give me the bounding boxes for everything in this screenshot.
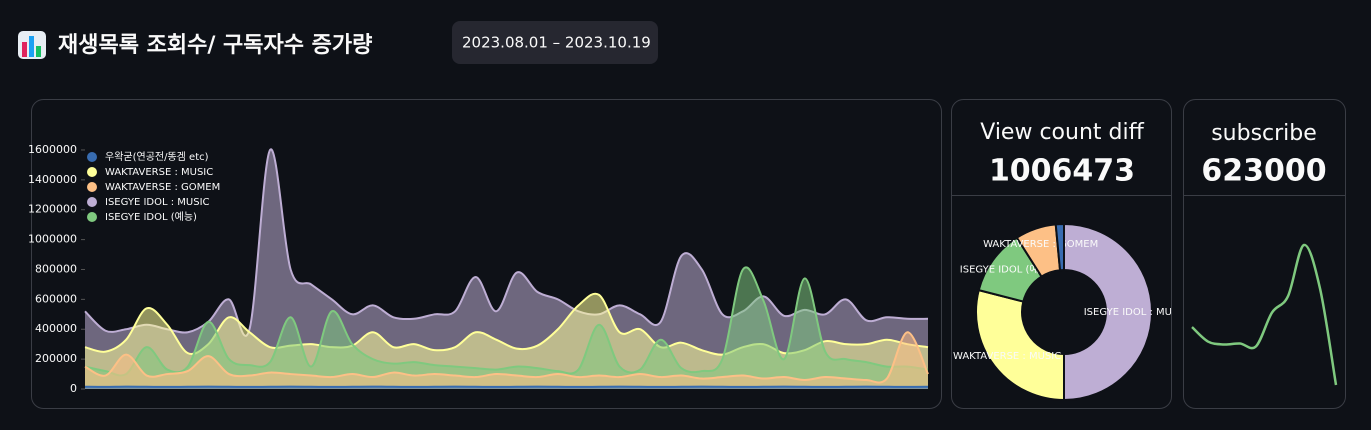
date-range[interactable]: 2023.08.01 – 2023.10.19: [462, 34, 651, 52]
y-tick-label: 1400000: [28, 173, 77, 186]
sparkline: [1191, 243, 1338, 386]
legend-label: ISEGYE IDOL (예능): [105, 211, 197, 223]
metric-title: subscribe: [1211, 121, 1317, 146]
y-tick-label: 1000000: [28, 233, 77, 246]
legend-label: 우왁굳(연공전/똥겜 etc): [105, 151, 209, 163]
series-line: [84, 148, 929, 337]
series-area: [85, 267, 928, 389]
legend-marker: [87, 152, 97, 162]
view-card: [951, 99, 1172, 409]
legend-marker: [87, 212, 97, 222]
series-line: [84, 266, 929, 377]
slice-label: ISEGYE IDOL (예능): [960, 264, 1052, 276]
legend-label: ISEGYE IDOL : MUSIC: [105, 197, 210, 208]
pie-slice: [1054, 222, 1065, 272]
series-line: [84, 292, 929, 356]
y-tick-label: 400000: [35, 322, 77, 335]
date-input[interactable]: [452, 21, 658, 64]
page-title: 재생목록 조회수/ 구독자수 증가량: [58, 33, 372, 58]
donut: ISEGYE IDOL : MUSIC WAKTAVERSE : MUSIC ISE…: [953, 222, 1189, 402]
slice-label: ISEGYE IDOL : MUSIC: [1084, 307, 1189, 318]
legend-marker: [87, 182, 97, 192]
legend-label: WAKTAVERSE : GOMEM: [105, 182, 220, 193]
y-tick-label: 0: [70, 382, 77, 395]
legend-marker: [87, 167, 97, 177]
pie-slice: [1063, 222, 1153, 402]
y-tick-label: 1200000: [28, 203, 77, 216]
y-tick-label: 800000: [35, 262, 77, 275]
metric-value: 623000: [1201, 154, 1326, 189]
legend-marker: [87, 197, 97, 207]
y-tick-label: 1600000: [28, 143, 77, 156]
y-tick-label: 600000: [35, 292, 77, 305]
chart-card: [31, 99, 942, 409]
subscribe-card: [1183, 99, 1346, 409]
y-tick-label: 200000: [35, 352, 77, 365]
metric-title: View count diff: [980, 120, 1144, 145]
series-line: [84, 331, 929, 384]
app-icon: [18, 31, 46, 59]
slice-label: WAKTAVERSE : GOMEM: [983, 239, 1098, 250]
slice-label: WAKTAVERSE : MUSIC: [953, 351, 1061, 362]
pie-slice: [975, 288, 1065, 402]
metric-value: 1006473: [989, 154, 1135, 189]
legend-label: WAKTAVERSE : MUSIC: [105, 167, 213, 178]
